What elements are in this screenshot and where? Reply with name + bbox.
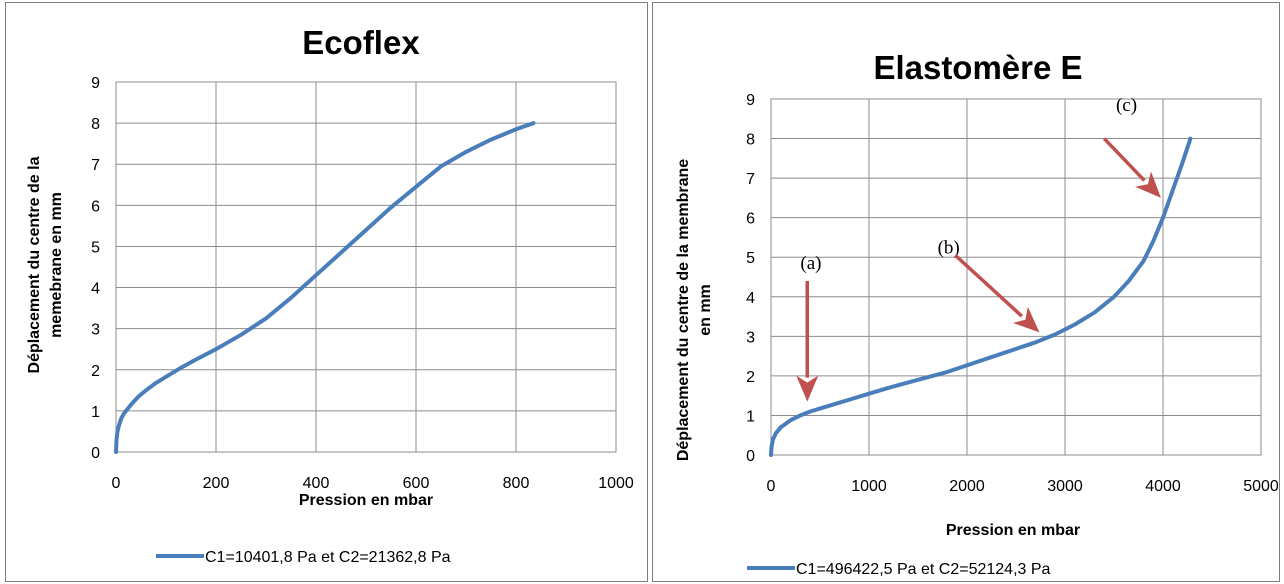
y-tick-label: 1 — [91, 404, 100, 421]
x-tick-label: 5000 — [1243, 478, 1279, 495]
y-axis-label: Déplacement du centre de la membrane en … — [675, 159, 714, 461]
series-line — [769, 136, 1193, 457]
y-tick-label: 7 — [91, 157, 100, 174]
y-axis-label: Déplacement du centre de la memebrane en… — [26, 156, 65, 373]
annotation-arrow — [954, 253, 1023, 318]
y-tick-label: 8 — [746, 132, 755, 149]
chart-panel-ecoflex: Ecoflex 0 1 2 3 4 5 6 7 8 9 0 200 400 600 800 1000 Pre… — [5, 2, 648, 582]
gridlines — [115, 81, 617, 453]
y-tick-label: 0 — [91, 445, 100, 462]
y-tick-label: 0 — [746, 448, 755, 465]
plot-area — [115, 81, 617, 453]
y-tick-labels: 0 1 2 3 4 5 6 7 8 9 — [91, 75, 100, 462]
y-tick-label: 6 — [746, 211, 755, 228]
y-axis-label-line-2: memebrane en mm — [48, 192, 65, 338]
y-tick-label: 4 — [746, 290, 755, 307]
x-axis-label: Pression en mbar — [946, 522, 1080, 539]
y-tick-label: 3 — [91, 322, 100, 339]
y-tick-label: 8 — [91, 116, 100, 133]
x-tick-label: 800 — [503, 475, 530, 492]
legend-entry: C1=496422,5 Pa et C2=52124,3 Pa — [796, 561, 1051, 578]
chart-panel-elastomere-e: Elastomère E 0 1 2 3 4 5 6 7 8 9 0 1000 2000 3000 400… — [652, 2, 1280, 582]
y-tick-label: 5 — [91, 239, 100, 256]
annotation-label: (a) — [800, 253, 821, 274]
series-line — [114, 121, 536, 454]
x-tick-label: 600 — [403, 475, 430, 492]
y-tick-label: 9 — [91, 75, 100, 92]
legend: C1=10401,8 Pa et C2=21362,8 Pa — [156, 549, 451, 566]
y-tick-label: 5 — [746, 250, 755, 267]
x-axis-label: Pression en mbar — [299, 492, 433, 509]
x-tick-label: 400 — [303, 475, 330, 492]
annotation-arrowhead — [796, 375, 819, 402]
x-tick-label: 3000 — [1047, 478, 1083, 495]
y-axis-label-line-2: en mm — [697, 284, 714, 336]
plot-area — [770, 98, 1262, 456]
chart-ecoflex: Ecoflex 0 1 2 3 4 5 6 7 8 9 0 200 400 600 800 1000 Pre… — [26, 24, 634, 566]
x-tick-labels: 0 1000 2000 3000 4000 5000 — [767, 478, 1279, 495]
y-tick-label: 1 — [746, 408, 755, 425]
annotation-arrowhead — [1012, 306, 1040, 333]
y-tick-label: 9 — [746, 92, 755, 109]
x-tick-label: 4000 — [1145, 478, 1181, 495]
y-axis-label-line-1: Déplacement du centre de la — [26, 156, 43, 373]
x-tick-label: 1000 — [598, 475, 634, 492]
x-tick-label: 200 — [203, 475, 230, 492]
chart-title: Elastomère E — [873, 49, 1082, 86]
annotation-arrowhead — [1135, 171, 1161, 198]
chart-elastomere-e: Elastomère E 0 1 2 3 4 5 6 7 8 9 0 1000 2000 3000 400… — [675, 49, 1279, 578]
legend-entry: C1=10401,8 Pa et C2=21362,8 Pa — [205, 549, 451, 566]
y-tick-label: 3 — [746, 329, 755, 346]
y-tick-label: 2 — [91, 363, 100, 380]
annotation-label: (b) — [938, 237, 960, 258]
y-tick-labels: 0 1 2 3 4 5 6 7 8 9 — [746, 92, 755, 465]
y-tick-label: 7 — [746, 171, 755, 188]
chart-title: Ecoflex — [302, 24, 420, 61]
annotations: (a) (b) (c) — [796, 95, 1161, 402]
x-tick-label: 2000 — [949, 478, 985, 495]
x-tick-label: 1000 — [851, 478, 887, 495]
annotation-arrow — [1102, 137, 1146, 182]
x-tick-labels: 0 200 400 600 800 1000 — [112, 475, 634, 492]
x-tick-label: 0 — [767, 478, 776, 495]
annotation-label: (c) — [1116, 95, 1137, 116]
legend: C1=496422,5 Pa et C2=52124,3 Pa — [747, 561, 1051, 578]
y-tick-label: 4 — [91, 281, 100, 298]
y-tick-label: 6 — [91, 198, 100, 215]
y-axis-label-line-1: Déplacement du centre de la membrane — [675, 159, 692, 461]
x-tick-label: 0 — [112, 475, 121, 492]
y-tick-label: 2 — [746, 369, 755, 386]
